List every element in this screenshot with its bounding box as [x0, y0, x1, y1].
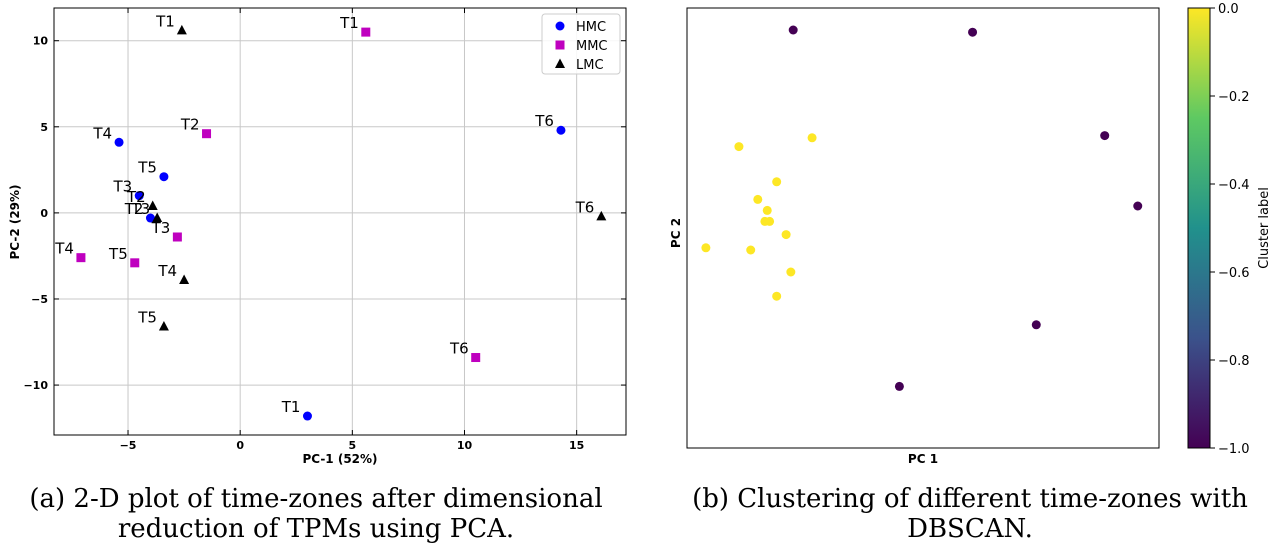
- legend-marker-hmc: [555, 21, 565, 31]
- dbscan-scatter-chart: PC 1 PC 2 0.0 −0.2 −0.4 −0.6 −0.8 −1.0 Cluste…: [669, 2, 1272, 544]
- point-cluster-0: [781, 230, 791, 240]
- colorbar-tick-label: 0.0: [1218, 2, 1239, 17]
- point-hmc-t4: [114, 137, 124, 147]
- colorbar-tick-label: −0.4: [1218, 178, 1250, 193]
- y-tick-label: −10: [23, 379, 48, 392]
- ticks-a: −5 0 5 10 15 −10 −5 0 5 10: [23, 8, 626, 452]
- point-cluster-0: [765, 216, 775, 226]
- point-mmc-t5: [130, 258, 140, 268]
- point-hmc-t2: [145, 213, 155, 223]
- point-label: T1: [155, 12, 175, 30]
- legend-marker-lmc: [555, 58, 565, 68]
- y-tick-label: 5: [40, 121, 48, 134]
- y-axis-label-b: PC 2: [669, 218, 683, 248]
- y-axis-label-a: PC-2 (29%): [8, 184, 22, 259]
- legend-marker-mmc: [555, 40, 565, 50]
- point-label: T6: [449, 340, 469, 358]
- point-hmc-t1: [302, 411, 312, 421]
- x-tick-label: 15: [569, 439, 584, 452]
- colorbar-ticks: 0.0 −0.2 −0.4 −0.6 −0.8 −1.0: [1210, 2, 1250, 457]
- point-mmc-t3: [172, 232, 182, 242]
- point-label: T3: [113, 178, 133, 196]
- caption-b-line1: (b) Clustering of different time-zones w…: [692, 484, 1248, 514]
- point-label: T5: [108, 245, 128, 263]
- point-lmc-t5: [158, 321, 169, 331]
- colorbar: [1187, 7, 1211, 449]
- point-noise: [894, 381, 904, 391]
- point-cluster-0: [772, 291, 782, 301]
- point-label: T4: [157, 262, 177, 280]
- y-tick-label: 0: [40, 207, 48, 220]
- point-cluster-0: [746, 245, 756, 255]
- x-tick-label: −5: [120, 439, 137, 452]
- legend: HMC MMC LMC: [541, 13, 621, 75]
- point-label: T3: [130, 200, 150, 218]
- x-axis-label-a: PC-1 (52%): [302, 452, 377, 466]
- x-tick-label: 5: [349, 439, 357, 452]
- point-label: T5: [137, 309, 157, 327]
- colorbar-tick-label: −0.8: [1218, 354, 1250, 369]
- legend-label-hmc: HMC: [576, 20, 606, 35]
- point-label: T3: [151, 219, 171, 237]
- point-label: T5: [137, 159, 157, 177]
- point-mmc-t1: [361, 27, 371, 37]
- plot-frame-a: [53, 7, 627, 436]
- point-mmc-t4: [76, 253, 86, 263]
- y-tick-label: −5: [31, 293, 48, 306]
- caption-b-line2: DBSCAN.: [907, 514, 1033, 544]
- point-label: T2: [124, 200, 144, 218]
- caption-a-line2: reduction of TPMs using PCA.: [118, 514, 514, 544]
- point-label: T4: [54, 240, 74, 258]
- point-label: T6: [575, 198, 595, 216]
- colorbar-tick-label: −1.0: [1218, 442, 1250, 457]
- grid-a: [54, 8, 626, 435]
- point-label: T2: [180, 116, 200, 134]
- points-b: [701, 25, 1143, 391]
- x-tick-label: 0: [236, 439, 244, 452]
- point-label: T6: [534, 112, 554, 130]
- point-noise: [1031, 320, 1041, 330]
- point-label: T1: [281, 398, 301, 416]
- legend-label-lmc: LMC: [576, 58, 604, 73]
- point-label: T2: [126, 188, 146, 206]
- point-label: T1: [339, 14, 359, 32]
- point-cluster-0: [762, 205, 772, 215]
- colorbar-tick-label: −0.6: [1218, 266, 1250, 281]
- point-cluster-0: [772, 177, 782, 187]
- y-tick-label: 10: [33, 35, 49, 48]
- legend-label-mmc: MMC: [576, 39, 608, 54]
- plot-frame-b: [686, 7, 1160, 449]
- x-axis-label-b: PC 1: [908, 452, 938, 466]
- point-hmc-t3: [134, 191, 144, 201]
- colorbar-label: Cluster label: [1257, 187, 1272, 269]
- point-cluster-0: [753, 194, 763, 204]
- point-hmc-t6: [556, 125, 566, 135]
- point-hmc-t5: [159, 172, 169, 182]
- point-lmc-t4: [179, 274, 190, 285]
- point-cluster-0: [807, 133, 817, 143]
- point-noise: [788, 25, 798, 35]
- point-lmc-t6: [596, 210, 607, 221]
- point-noise: [1133, 201, 1143, 211]
- point-lmc-t1: [176, 24, 187, 35]
- caption-a-line1: (a) 2-D plot of time-zones after dimensi…: [29, 484, 602, 514]
- point-cluster-0: [734, 142, 744, 152]
- point-mmc-t2: [202, 129, 212, 139]
- point-noise: [1100, 131, 1110, 141]
- point-noise: [968, 27, 978, 37]
- point-lmc-t2: [147, 200, 158, 211]
- point-lmc-t3: [152, 212, 163, 223]
- point-cluster-0: [701, 243, 711, 253]
- point-cluster-0: [786, 267, 796, 277]
- colorbar-tick-label: −0.2: [1218, 90, 1250, 105]
- plot-area-a: [54, 8, 626, 435]
- x-tick-label: 10: [457, 439, 473, 452]
- point-mmc-t6: [471, 353, 481, 363]
- point-label: T4: [92, 124, 112, 142]
